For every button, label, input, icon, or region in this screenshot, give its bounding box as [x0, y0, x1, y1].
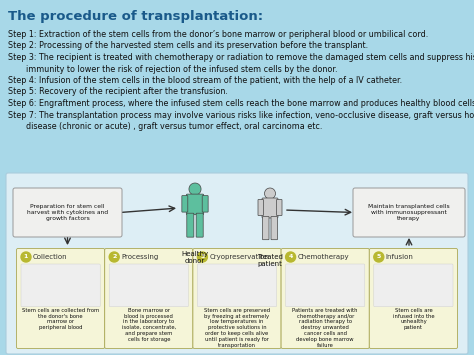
- Text: Healthy
donor: Healthy donor: [182, 251, 209, 264]
- Text: Step 3: The recipient is treated with chemotherapy or radiation to remove the da: Step 3: The recipient is treated with ch…: [8, 53, 474, 62]
- Text: Treated
patient: Treated patient: [257, 254, 283, 267]
- Text: 4: 4: [288, 255, 293, 260]
- FancyBboxPatch shape: [281, 248, 369, 349]
- Circle shape: [189, 183, 201, 195]
- FancyBboxPatch shape: [286, 264, 365, 307]
- Text: 2: 2: [112, 255, 117, 260]
- FancyBboxPatch shape: [193, 248, 281, 349]
- Text: Stem cells are
infused into the
unhealthy
patient: Stem cells are infused into the unhealth…: [392, 308, 434, 330]
- FancyBboxPatch shape: [182, 196, 188, 212]
- Text: immunity to lower the risk of rejection of the infused stem cells by the donor.: immunity to lower the risk of rejection …: [26, 65, 337, 73]
- Text: Stem cells are preserved
by freezing at extremely
low temperatures in
protective: Stem cells are preserved by freezing at …: [204, 308, 270, 348]
- FancyBboxPatch shape: [187, 213, 194, 237]
- Circle shape: [21, 252, 31, 262]
- Text: Cryopreservation: Cryopreservation: [210, 254, 269, 260]
- Text: Step 6: Engraftment process, where the infused stem cells reach the bone marrow : Step 6: Engraftment process, where the i…: [8, 99, 474, 108]
- Text: Step 1: Extraction of the stem cells from the donor’s bone marrow or peripheral : Step 1: Extraction of the stem cells fro…: [8, 30, 428, 39]
- FancyBboxPatch shape: [13, 188, 122, 237]
- FancyBboxPatch shape: [369, 248, 457, 349]
- Text: Step 4: Infusion of the stem cells in the blood stream of the patient, with the : Step 4: Infusion of the stem cells in th…: [8, 76, 402, 85]
- FancyBboxPatch shape: [263, 217, 269, 240]
- Text: Infusion: Infusion: [386, 254, 414, 260]
- Text: 1: 1: [24, 255, 28, 260]
- Circle shape: [197, 252, 208, 262]
- FancyBboxPatch shape: [197, 264, 277, 307]
- Circle shape: [264, 188, 275, 199]
- Text: Maintain transplanted cells
with immunosuppressant
therapy: Maintain transplanted cells with immunos…: [368, 204, 450, 221]
- Circle shape: [109, 252, 119, 262]
- Text: Stem cells are collected from
the donor's bone
marrow or
peripheral blood: Stem cells are collected from the donor'…: [22, 308, 99, 330]
- FancyBboxPatch shape: [353, 188, 465, 237]
- FancyBboxPatch shape: [186, 194, 204, 215]
- FancyBboxPatch shape: [21, 264, 100, 307]
- Text: disease (chronic or acute) , graft versus tumor effect, oral carcinoma etc.: disease (chronic or acute) , graft versu…: [26, 122, 322, 131]
- Text: Chemotherapy: Chemotherapy: [298, 254, 349, 260]
- Circle shape: [374, 252, 384, 262]
- FancyBboxPatch shape: [262, 198, 278, 218]
- Text: Step 2: Processing of the harvested stem cells and its preservation before the t: Step 2: Processing of the harvested stem…: [8, 42, 368, 50]
- Circle shape: [286, 252, 296, 262]
- FancyBboxPatch shape: [374, 264, 453, 307]
- Text: Preparation for stem cell
harvest with cytokines and
growth factors: Preparation for stem cell harvest with c…: [27, 204, 108, 221]
- Text: Patients are treated with
chemotherapy and/or
radiation therapy to
destroy unwan: Patients are treated with chemotherapy a…: [292, 308, 358, 348]
- Text: Processing: Processing: [121, 254, 158, 260]
- Text: The procedure of transplantation:: The procedure of transplantation:: [8, 10, 263, 23]
- FancyBboxPatch shape: [276, 200, 282, 215]
- Text: 3: 3: [200, 255, 205, 260]
- FancyBboxPatch shape: [196, 213, 203, 237]
- Text: Bone marrow or
blood is processed
in the laboratory to
isolate, concentrate,
and: Bone marrow or blood is processed in the…: [122, 308, 176, 342]
- FancyBboxPatch shape: [17, 248, 105, 349]
- FancyBboxPatch shape: [109, 264, 188, 307]
- Text: Step 7: The transplantation process may involve various risks like infection, ve: Step 7: The transplantation process may …: [8, 110, 474, 120]
- Text: Collection: Collection: [33, 254, 68, 260]
- FancyBboxPatch shape: [271, 217, 277, 240]
- Text: 5: 5: [377, 255, 381, 260]
- FancyBboxPatch shape: [105, 248, 193, 349]
- FancyBboxPatch shape: [6, 173, 468, 354]
- FancyBboxPatch shape: [202, 196, 208, 212]
- Text: Step 5: Recovery of the recipient after the transfusion.: Step 5: Recovery of the recipient after …: [8, 87, 228, 97]
- FancyBboxPatch shape: [258, 200, 264, 215]
